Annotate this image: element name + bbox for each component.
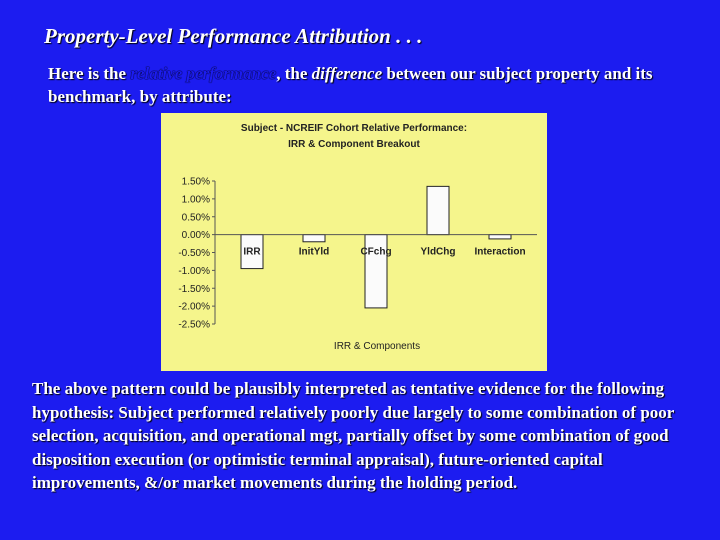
category-label: CFchg (360, 247, 391, 258)
category-label: IRR (243, 247, 261, 258)
slide-title: Property-Level Performance Attribution .… (44, 24, 423, 48)
intro-highlight: relative performance (130, 64, 277, 83)
y-tick-label: 0.00% (182, 230, 210, 241)
y-tick-label: 0.50% (182, 212, 210, 223)
y-tick-label: -2.50% (178, 320, 210, 331)
intro-part-2: , the (276, 64, 312, 83)
bar-yldchg (426, 185, 450, 236)
intro-text: Here is the relative performance, the di… (48, 62, 688, 108)
bars (240, 185, 512, 309)
category-label: Interaction (474, 247, 525, 258)
category-label: InitYld (299, 247, 330, 258)
y-tick-label: -2.00% (178, 302, 210, 313)
body-text: The above pattern could be plausibly int… (32, 379, 675, 492)
bar-inityld (302, 234, 326, 243)
y-tick-label: -1.00% (178, 266, 210, 277)
y-axis-ticks: 1.50% 1.00% 0.50% 0.00% -0.50% -1.00% -1.50% -2… (178, 177, 215, 331)
intro-part-3: between our subject property and its ben… (48, 64, 653, 106)
y-tick-label: -0.50% (178, 248, 210, 259)
category-label: YldChg (421, 247, 456, 258)
intro-part-1: Here is the (48, 64, 131, 83)
chart-subtitle: IRR & Component Breakout (288, 139, 420, 150)
y-tick-label: 1.00% (182, 194, 210, 205)
category-labels: IRR InitYld CFchg YldChg Interaction (243, 247, 525, 258)
bar-interaction (488, 234, 512, 240)
chart-title: Subject - NCREIF Cohort Relative Perform… (241, 123, 467, 134)
bar-chart: Subject - NCREIF Cohort Relative Perform… (178, 123, 537, 352)
chart-panel: Subject - NCREIF Cohort Relative Perform… (161, 113, 547, 371)
y-tick-label: 1.50% (182, 177, 210, 188)
intro-emphasis: difference (311, 64, 383, 83)
y-tick-label: -1.50% (178, 284, 210, 295)
x-axis-label: IRR & Components (334, 341, 420, 352)
bar-cfchg (364, 234, 388, 309)
